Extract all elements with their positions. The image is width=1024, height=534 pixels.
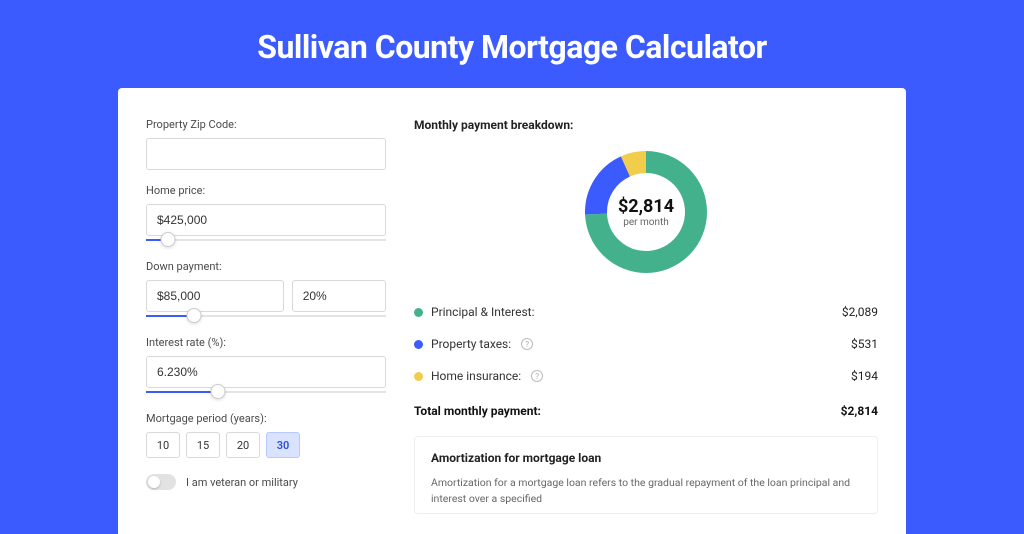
donut-center-sub: per month	[623, 217, 669, 228]
veteran-toggle[interactable]	[146, 474, 176, 490]
help-icon[interactable]: ?	[521, 338, 533, 350]
legend-row-ins: Home insurance:? $194	[414, 360, 878, 392]
veteran-label: I am veteran or military	[186, 476, 298, 489]
interest-rate-label: Interest rate (%):	[146, 336, 386, 349]
legend-label: Principal & Interest:	[431, 305, 535, 319]
down-payment-percent-input[interactable]	[292, 280, 386, 312]
legend-value: $194	[851, 369, 878, 383]
total-row: Total monthly payment: $2,814	[414, 394, 878, 418]
total-value: $2,814	[841, 404, 878, 418]
home-price-input[interactable]	[146, 204, 386, 236]
period-button-30[interactable]: 30	[266, 432, 300, 458]
home-price-slider[interactable]	[146, 236, 386, 246]
amortization-body: Amortization for a mortgage loan refers …	[431, 475, 861, 507]
veteran-row: I am veteran or military	[146, 474, 386, 490]
down-payment-slider[interactable]	[146, 312, 386, 322]
breakdown-column: Monthly payment breakdown: $2,814 per mo…	[414, 118, 878, 514]
period-button-10[interactable]: 10	[146, 432, 180, 458]
down-payment-label: Down payment:	[146, 260, 386, 273]
toggle-knob	[148, 476, 160, 488]
legend-dot	[414, 340, 423, 349]
amortization-title: Amortization for mortgage loan	[431, 451, 861, 465]
legend-label: Property taxes:	[431, 337, 511, 351]
donut-chart: $2,814 per month	[414, 146, 878, 278]
slider-thumb[interactable]	[160, 232, 175, 247]
zip-field: Property Zip Code:	[146, 118, 386, 170]
home-price-field: Home price:	[146, 184, 386, 246]
zip-label: Property Zip Code:	[146, 118, 386, 131]
period-label: Mortgage period (years):	[146, 412, 386, 425]
calculator-card: Property Zip Code: Home price: Down paym…	[118, 88, 906, 534]
legend-row-pi: Principal & Interest: $2,089	[414, 296, 878, 328]
help-icon[interactable]: ?	[531, 370, 543, 382]
breakdown-title: Monthly payment breakdown:	[414, 118, 878, 132]
period-button-group: 10152030	[146, 432, 386, 458]
legend-dot	[414, 372, 423, 381]
interest-rate-input[interactable]	[146, 356, 386, 388]
interest-rate-slider[interactable]	[146, 388, 386, 398]
legend-dot	[414, 308, 423, 317]
slider-thumb[interactable]	[211, 384, 226, 399]
donut-center-amount: $2,814	[618, 196, 674, 217]
period-button-15[interactable]: 15	[186, 432, 220, 458]
amortization-card: Amortization for mortgage loan Amortizat…	[414, 436, 878, 514]
form-column: Property Zip Code: Home price: Down paym…	[146, 118, 386, 514]
down-payment-field: Down payment:	[146, 260, 386, 322]
legend-label: Home insurance:	[431, 369, 521, 383]
zip-input[interactable]	[146, 138, 386, 170]
page-title: Sullivan County Mortgage Calculator	[0, 0, 1024, 88]
interest-rate-field: Interest rate (%):	[146, 336, 386, 398]
down-payment-amount-input[interactable]	[146, 280, 284, 312]
legend-row-tax: Property taxes:? $531	[414, 328, 878, 360]
home-price-label: Home price:	[146, 184, 386, 197]
total-label: Total monthly payment:	[414, 404, 541, 418]
period-button-20[interactable]: 20	[226, 432, 260, 458]
legend-value: $531	[851, 337, 878, 351]
breakdown-legend: Principal & Interest: $2,089 Property taxe…	[414, 296, 878, 392]
legend-value: $2,089	[842, 305, 878, 319]
period-field: Mortgage period (years): 10152030	[146, 412, 386, 458]
slider-thumb[interactable]	[187, 308, 202, 323]
